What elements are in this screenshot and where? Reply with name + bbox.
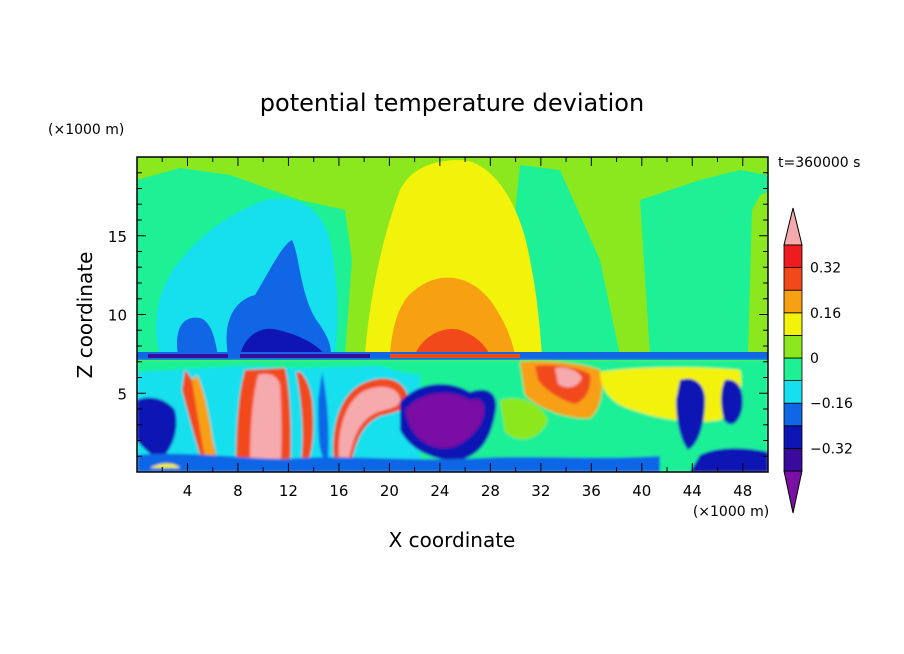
x-tick-label: 44	[683, 482, 702, 500]
colorbar-band	[783, 380, 803, 404]
x-tick-label: 8	[233, 482, 243, 500]
field-region-red-core	[415, 329, 490, 355]
bl-yellow-patch	[150, 463, 180, 468]
colorbar-band	[783, 447, 803, 472]
bl-purple-lobe	[405, 393, 485, 449]
field-inversion-red-east	[390, 354, 520, 358]
bl-pink-column	[250, 373, 282, 470]
colorbar-band	[783, 267, 803, 291]
contour-field	[137, 157, 768, 472]
x-tick-label: 40	[632, 482, 651, 500]
x-unit-label: (×1000 m)	[693, 504, 769, 520]
x-tick-label: 20	[380, 482, 399, 500]
y-axis-label: Z coordinate	[73, 252, 97, 379]
colorbar-band	[783, 244, 803, 269]
colorbar-tick-label: −0.32	[810, 441, 853, 457]
bl-pink-turbulence	[555, 367, 582, 388]
colorbar: 0.32 0.16 0 −0.16 −0.32	[783, 207, 853, 514]
x-tick-label: 28	[481, 482, 500, 500]
boundary-layer	[137, 360, 768, 472]
colorbar-tick-label: −0.16	[810, 396, 853, 412]
x-tick-label: 16	[329, 482, 348, 500]
bl-navy-far-east	[721, 379, 743, 425]
bl-navy-east-bottom	[690, 448, 768, 472]
bl-red-streak-2	[296, 372, 314, 470]
field-inversion-purple-west	[148, 354, 228, 358]
y-tick-label: 15	[108, 228, 127, 246]
x-axis-label: X coordinate	[389, 528, 516, 552]
x-tick-label: 48	[733, 482, 752, 500]
bl-green-lobe	[500, 398, 548, 440]
y-unit-label: (×1000 m)	[48, 122, 124, 138]
field-inversion-purple-mid	[240, 354, 370, 358]
bl-pink-arc	[338, 386, 401, 465]
colorbar-band	[783, 425, 803, 449]
colorbar-top-triangle	[783, 207, 803, 246]
bl-navy-far-west	[137, 397, 177, 460]
bl-blue-streak	[318, 372, 329, 461]
time-label: t=360000 s	[778, 155, 860, 171]
y-tick-label: 5	[117, 385, 127, 403]
field-region-east-light-green	[640, 170, 768, 355]
x-tick-label: 4	[183, 482, 193, 500]
field-region-orange-core	[390, 277, 515, 355]
colorbar-band	[783, 312, 803, 336]
field-region-blue-plume	[226, 240, 331, 355]
colorbar-band	[783, 289, 803, 314]
field-region-navy-core	[240, 328, 325, 355]
colorbar-band	[783, 402, 803, 427]
colorbar-tick-label: 0	[810, 351, 819, 367]
bl-navy-east	[676, 378, 705, 450]
colorbar-band	[783, 357, 803, 382]
colorbar-tick-label: 0.16	[810, 306, 841, 322]
field-region-blue-blob-west	[176, 317, 218, 355]
x-tick-label: 36	[582, 482, 601, 500]
bl-yellow-east	[600, 367, 742, 422]
colorbar-band	[783, 334, 803, 359]
chart-title: potential temperature deviation	[260, 89, 644, 117]
bl-blue-bottom	[137, 453, 660, 472]
x-tick-label: 24	[430, 482, 449, 500]
x-tick-label: 12	[279, 482, 298, 500]
bl-orange-streak-1	[192, 375, 215, 462]
y-tick-label: 10	[108, 307, 127, 325]
colorbar-bottom-triangle	[783, 470, 803, 514]
x-tick-label: 32	[531, 482, 550, 500]
colorbar-tick-label: 0.32	[810, 261, 841, 277]
